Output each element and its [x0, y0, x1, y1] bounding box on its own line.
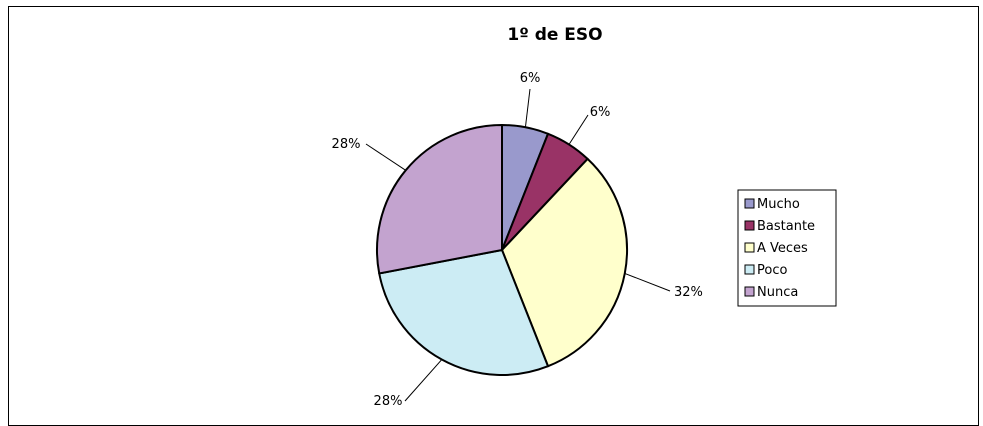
- leader-line-nunca: [365, 143, 406, 171]
- chart-title: 1º de ESO: [507, 25, 602, 45]
- legend-label-poco: Poco: [757, 263, 787, 278]
- leader-lines: [365, 88, 671, 402]
- legend-swatch-nunca: [744, 286, 755, 297]
- pie-slice-nunca: [376, 124, 503, 275]
- data-label-poco: 28%: [374, 394, 403, 409]
- data-labels: 6% 6% 32% 28% 28%: [332, 71, 703, 409]
- legend-items: Mucho Bastante A Veces Poco Nunca: [744, 197, 815, 300]
- pie-chart: 1º de ESO 6% 6% 32% 28% 28% Mucho Bastante A V…: [332, 25, 837, 409]
- leader-line-bastante: [568, 114, 589, 145]
- legend-label-mucho: Mucho: [757, 197, 800, 212]
- leader-line-mucho: [524, 88, 531, 128]
- legend-label-bastante: Bastante: [757, 219, 815, 234]
- legend-swatch-poco: [744, 264, 755, 275]
- pie-slices: [376, 124, 628, 376]
- leader-line-poco: [404, 359, 443, 402]
- legend-label-nunca: Nunca: [757, 285, 798, 300]
- legend-label-a-veces: A Veces: [757, 241, 808, 256]
- data-label-bastante: 6%: [590, 105, 611, 120]
- data-label-mucho: 6%: [520, 71, 541, 86]
- data-label-a-veces: 32%: [674, 285, 703, 300]
- legend-swatch-a-veces: [744, 242, 755, 253]
- legend-swatch-mucho: [744, 198, 755, 209]
- legend-swatch-bastante: [744, 220, 755, 231]
- pie-slice-a-veces: [501, 157, 628, 368]
- legend: Mucho Bastante A Veces Poco Nunca: [737, 189, 837, 307]
- leader-line-a-veces: [624, 272, 671, 292]
- data-label-nunca: 28%: [332, 137, 361, 152]
